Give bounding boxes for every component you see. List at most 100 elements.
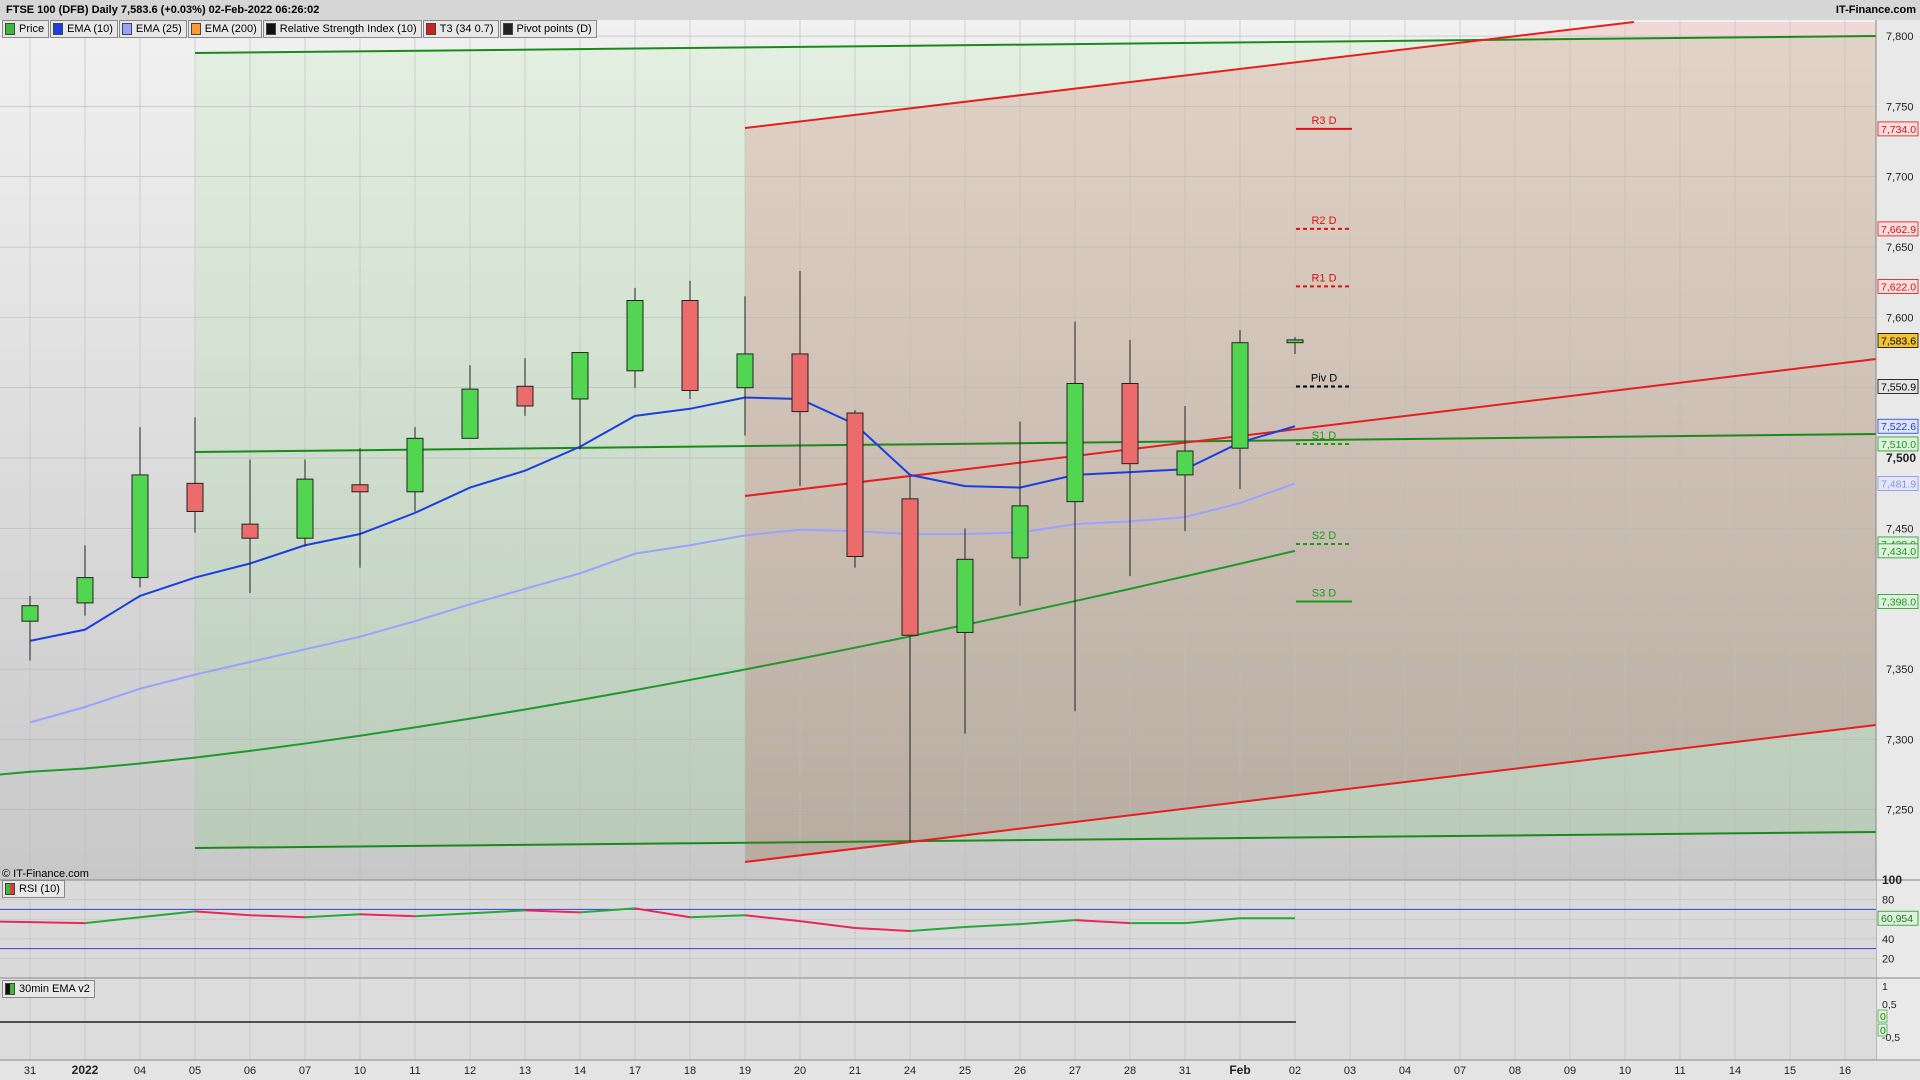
ema30-tick-label: 1 — [1882, 981, 1888, 993]
legend-item[interactable]: Relative Strength Index (10) — [262, 20, 422, 38]
x-tick-label: 31 — [24, 1065, 36, 1077]
red-channel-lower — [744, 724, 1877, 863]
x-tick-label: 03 — [1344, 1065, 1356, 1077]
legend-swatch-icon — [502, 23, 513, 35]
rsi-tick-label: 20 — [1882, 953, 1894, 965]
chart-title: FTSE 100 (DFB) Daily 7,583.6 (+0.03%) 02… — [6, 4, 320, 16]
x-tick-label: 31 — [1179, 1065, 1191, 1077]
x-tick-label: 25 — [959, 1065, 971, 1077]
rsi-segment — [29, 921, 86, 925]
y-tick-label: 7,800 — [1886, 31, 1914, 43]
x-tick-label: 04 — [134, 1065, 146, 1077]
x-tick-label: 11 — [1674, 1065, 1685, 1077]
x-tick-label: 09 — [1564, 1065, 1576, 1077]
price-tag-bg — [1877, 121, 1919, 137]
legend-label: Price — [19, 23, 45, 35]
red-channel-upper — [744, 21, 1635, 129]
candle-body — [131, 474, 149, 579]
legend-item[interactable]: EMA (25) — [118, 20, 187, 38]
rsi-segment — [964, 923, 1021, 929]
price-tag-label: 7,510.0 — [1881, 439, 1916, 451]
indicator-legend: Price EMA (10) EMA (25) EMA (200) Relative S… — [2, 20, 598, 38]
rsi-segment — [359, 913, 416, 918]
legend-item[interactable]: Price — [2, 20, 50, 38]
price-tag-label: 7,622.0 — [1881, 281, 1916, 293]
ema30-zero-tag — [1877, 1009, 1888, 1023]
price-tag-bg — [1877, 418, 1919, 434]
pivot-label: S2 D — [1312, 530, 1337, 542]
rsi-segment — [414, 912, 471, 918]
ema30-pane-label[interactable]: 30min EMA v2 — [2, 980, 95, 998]
x-tick-label: 27 — [1069, 1065, 1081, 1077]
price-tag-bg — [1877, 543, 1919, 559]
price-tag-label: 7,550.9 — [1881, 381, 1916, 393]
legend-item[interactable]: EMA (10) — [50, 20, 118, 38]
x-tick-label: 18 — [684, 1065, 696, 1077]
x-tick-label: 21 — [849, 1065, 861, 1077]
rsi-pane-label[interactable]: RSI (10) — [2, 880, 65, 898]
green-channel-upper — [194, 35, 1877, 54]
legend-label: EMA (10) — [67, 23, 113, 35]
ema10-line — [29, 396, 1296, 642]
x-tick-label: 06 — [244, 1065, 256, 1077]
legend-label: Relative Strength Index (10) — [279, 23, 417, 35]
red-channel-top-zone — [1478, 22, 1876, 40]
candle-body — [76, 577, 94, 604]
x-tick-label: 14 — [574, 1065, 586, 1077]
pivot-group: R3 D R2 D R1 D Piv D S1 D S2 D S3 D — [1296, 115, 1352, 603]
rsi-current-label: 60,954 — [1881, 913, 1913, 925]
rsi-segment — [1184, 917, 1241, 925]
price-tag-label: 7,522.6 — [1881, 421, 1916, 433]
candle-body — [626, 299, 644, 372]
brand-label: IT-Finance.com — [1835, 4, 1916, 16]
y-tick-label: 7,250 — [1886, 805, 1914, 817]
rsi-segment — [469, 909, 526, 915]
rsi-tick-label: 80 — [1882, 895, 1894, 907]
rsi-segment — [524, 909, 581, 914]
price-tag-label: 7,583.6 — [1881, 335, 1916, 347]
x-tick-label: 13 — [519, 1065, 531, 1077]
candle-body — [956, 558, 974, 633]
x-tick-label: 12 — [464, 1065, 476, 1077]
price-tag-label: 7,481.9 — [1881, 478, 1916, 490]
price-tag-label: 7,734.0 — [1881, 124, 1916, 136]
pivot-label: S1 D — [1312, 430, 1337, 442]
price-tag-label: 7,434.0 — [1881, 546, 1916, 558]
rsi-label: RSI (10) — [19, 883, 60, 895]
price-axis: 7,2507,3007,3507,4007,4507,5007,5507,600… — [1875, 20, 1919, 1060]
legend-item[interactable]: T3 (34 0.7) — [422, 20, 499, 38]
rsi-segment — [1019, 919, 1076, 926]
legend-label: EMA (25) — [135, 23, 182, 35]
rsi-segment — [799, 920, 856, 930]
legend-item[interactable]: Pivot points (D) — [499, 20, 597, 38]
candle-body — [351, 484, 369, 493]
price-tag-bg — [1877, 379, 1919, 394]
candle-body — [296, 478, 314, 539]
candle-body — [571, 352, 589, 400]
pivot-label: Piv D — [1311, 372, 1337, 384]
x-tick-label: 11 — [409, 1065, 420, 1077]
candle-body — [681, 299, 699, 392]
candle-body — [186, 482, 204, 512]
ema30-tick-label: -0,5 — [1882, 1032, 1900, 1044]
pivot-label: R2 D — [1311, 215, 1336, 227]
rsi-segment — [634, 907, 691, 919]
x-tick-label: 10 — [1619, 1065, 1631, 1077]
legend-swatch-icon — [121, 23, 132, 35]
candle-body — [1286, 339, 1304, 344]
channel-lines — [194, 21, 1877, 863]
x-tick-label: 07 — [1454, 1065, 1466, 1077]
rsi-segment — [139, 910, 196, 919]
price-tag-bg — [1877, 594, 1919, 609]
legend-item[interactable]: EMA (200) — [187, 20, 262, 38]
rsi-segment — [909, 926, 966, 932]
rsi-segment — [854, 927, 911, 932]
red-channel-mid — [744, 358, 1877, 497]
candle-body — [21, 605, 39, 622]
x-tick-label: 26 — [1014, 1065, 1026, 1077]
rsi-tick-label: 100 — [1882, 873, 1902, 887]
y-tick-label: 7,450 — [1886, 523, 1914, 535]
grid-group — [0, 20, 1876, 1060]
